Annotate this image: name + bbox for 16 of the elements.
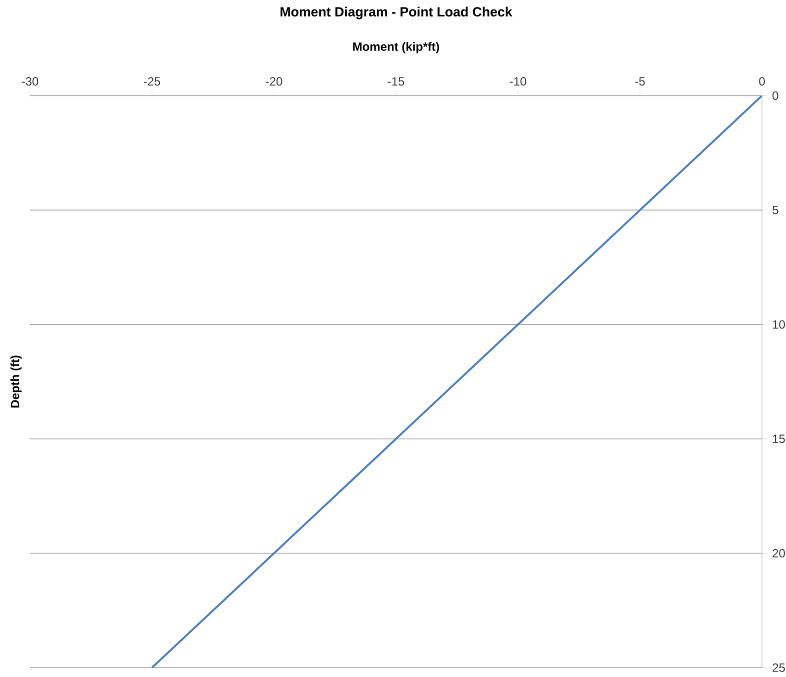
x-tick-label: -5 [635,77,645,86]
x-tick-label: -20 [266,77,282,86]
y-tick-label: 20 [772,549,785,558]
y-tick-label: 25 [772,663,785,672]
y-tick-label: 0 [772,91,778,100]
x-tick-label: 0 [759,77,765,86]
x-tick-label: -30 [22,77,38,86]
y-tick-label: 15 [772,434,785,444]
y-tick-label: 10 [772,320,785,329]
y-tick-label: 5 [772,206,778,214]
chart-title: Moment Diagram - Point Load Check [280,6,512,20]
x-tick-label: -25 [144,77,160,86]
x-tick-label: -10 [510,77,526,86]
x-tick-label: -15 [388,77,404,86]
x-axis-title: Moment (kip*ft) [353,42,440,54]
y-axis-title: Depth (ft) [10,356,22,408]
